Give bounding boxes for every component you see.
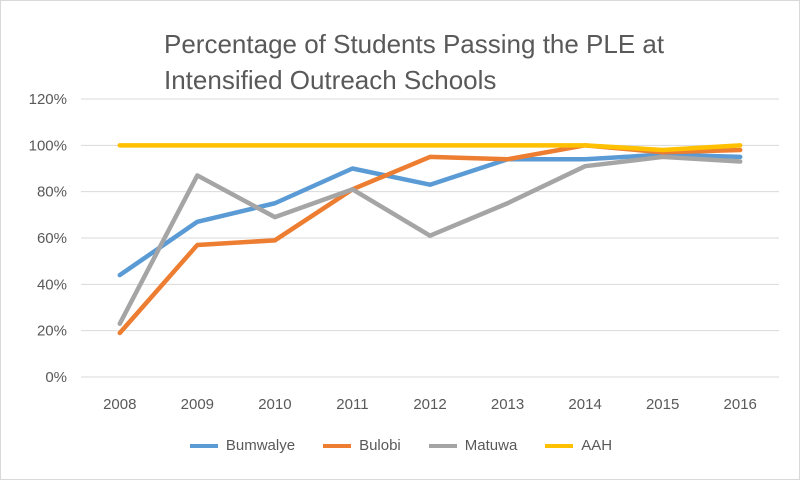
chart-title-line-1: Percentage of Students Passing the PLE a… bbox=[164, 29, 665, 59]
x-axis-ticks: 2008 2009 2010 2011 2012 2013 2014 2015 2016 bbox=[103, 396, 757, 413]
x-tick-label: 2015 bbox=[646, 396, 679, 413]
x-tick-label: 2011 bbox=[336, 396, 368, 413]
y-tick-label: 80% bbox=[37, 184, 67, 201]
legend-item-matuwa: Matuwa bbox=[428, 437, 518, 454]
legend-item-bumwalye: Bumwalye bbox=[189, 437, 296, 454]
legend-label: Matuwa bbox=[464, 437, 518, 454]
legend-item-bulobi: Bulobi bbox=[323, 437, 401, 454]
x-tick-label: 2009 bbox=[181, 396, 214, 413]
series-lines bbox=[117, 143, 743, 336]
y-tick-label: 0% bbox=[45, 369, 67, 386]
x-tick-label: 2010 bbox=[258, 396, 291, 413]
series-line-matuwa bbox=[117, 154, 743, 326]
y-tick-label: 20% bbox=[37, 323, 67, 340]
chart-legend: Bumwalye Bulobi Matuwa AAH bbox=[1, 437, 800, 454]
x-tick-label: 2014 bbox=[568, 396, 601, 413]
legend-item-aah: AAH bbox=[545, 437, 612, 454]
chart-title-line-2: Intensified Outreach Schools bbox=[164, 65, 497, 95]
y-axis-ticks: 0% 20% 40% 60% 80% 100% 120% bbox=[29, 91, 67, 386]
series-line-aah bbox=[117, 143, 743, 153]
y-tick-label: 100% bbox=[29, 137, 67, 154]
legend-swatch bbox=[428, 443, 457, 448]
y-tick-label: 120% bbox=[29, 91, 67, 108]
series-line-bulobi bbox=[117, 143, 743, 336]
legend-swatch bbox=[323, 443, 352, 448]
gridlines bbox=[81, 98, 779, 378]
x-tick-label: 2016 bbox=[724, 396, 757, 413]
y-tick-label: 60% bbox=[37, 230, 67, 247]
y-tick-label: 40% bbox=[37, 276, 67, 293]
series-line-bumwalye bbox=[117, 152, 743, 278]
legend-label: AAH bbox=[581, 437, 613, 454]
legend-label: Bulobi bbox=[359, 437, 401, 454]
legend-swatch bbox=[189, 443, 218, 448]
x-tick-label: 2008 bbox=[103, 396, 136, 413]
legend-swatch bbox=[545, 443, 574, 448]
legend-label: Bumwalye bbox=[225, 437, 296, 454]
x-tick-label: 2012 bbox=[413, 396, 446, 413]
chart-title: Percentage of Students Passing the PLE a… bbox=[164, 26, 764, 98]
x-tick-label: 2013 bbox=[491, 396, 524, 413]
